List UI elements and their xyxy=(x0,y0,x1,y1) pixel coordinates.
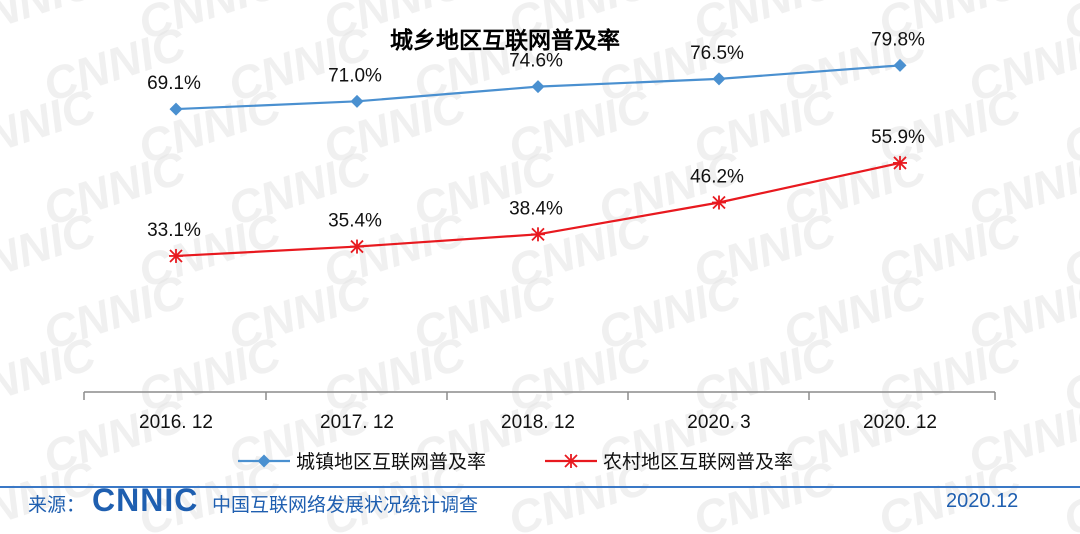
x-tick-label: 2016. 12 xyxy=(139,412,213,433)
data-point xyxy=(350,94,364,108)
x-tick-label: 2020. 12 xyxy=(863,412,937,433)
data-point xyxy=(169,102,183,116)
data-label: 74.6% xyxy=(509,51,563,72)
legend-label: 城镇地区互联网普及率 xyxy=(296,451,486,473)
series-layer: 69.1% 71.0% 74.6% 76.5% 79.8% 33.1% 35.4% 38.4%… xyxy=(147,29,925,263)
data-point xyxy=(893,155,907,170)
x-tick-label: 2017. 12 xyxy=(320,412,394,433)
data-point xyxy=(350,239,364,254)
watermark-text: CNNIC xyxy=(0,203,102,298)
x-tick-label: 2020. 3 xyxy=(687,412,750,433)
data-label: 76.5% xyxy=(690,43,744,64)
data-label: 79.8% xyxy=(871,29,925,50)
watermark-text: CNNIC xyxy=(0,327,102,422)
data-label: 71.0% xyxy=(328,65,382,86)
data-label: 35.4% xyxy=(328,211,382,232)
watermark-text: CNNIC xyxy=(0,79,102,174)
data-point xyxy=(531,80,545,94)
data-point xyxy=(169,248,183,263)
legend-marker xyxy=(257,454,271,468)
data-point xyxy=(893,58,907,72)
source-date: 2020.12 xyxy=(946,490,1019,512)
source-report-name: 中国互联网络发展状况统计调查 xyxy=(212,494,479,516)
legend: 城镇地区互联网普及率 农村地区互联网普及率 xyxy=(238,451,793,473)
legend-item: 城镇地区互联网普及率 xyxy=(238,451,486,473)
data-label: 38.4% xyxy=(509,198,563,219)
watermark-text: CNNIC xyxy=(0,0,102,50)
data-label: 46.2% xyxy=(690,167,744,188)
data-point xyxy=(531,227,545,242)
series-urban: 69.1% 71.0% 74.6% 76.5% 79.8% xyxy=(147,29,925,116)
chart-title: 城乡地区互联网普及率 xyxy=(390,27,620,54)
x-axis: 2016. 12 2017. 12 2018. 12 2020. 3 2020. 12 xyxy=(83,391,996,433)
legend-item: 农村地区互联网普及率 xyxy=(545,451,793,473)
x-tick-label: 2018. 12 xyxy=(501,412,575,433)
source-label: 来源： xyxy=(28,494,86,516)
cnnic-logo: CNNIC xyxy=(92,482,199,518)
legend-marker xyxy=(564,454,578,468)
footer-divider xyxy=(0,486,1080,488)
data-point xyxy=(712,72,726,86)
data-label: 69.1% xyxy=(147,73,201,94)
footer: 来源： CNNIC 中国互联网络发展状况统计调查 2020.12 xyxy=(0,476,1080,526)
series-rural: 33.1% 35.4% 38.4% 46.2% 55.9% xyxy=(147,127,925,263)
data-label: 55.9% xyxy=(871,127,925,148)
data-point xyxy=(712,195,726,210)
legend-label: 农村地区互联网普及率 xyxy=(603,451,793,473)
data-label: 33.1% xyxy=(147,220,201,241)
